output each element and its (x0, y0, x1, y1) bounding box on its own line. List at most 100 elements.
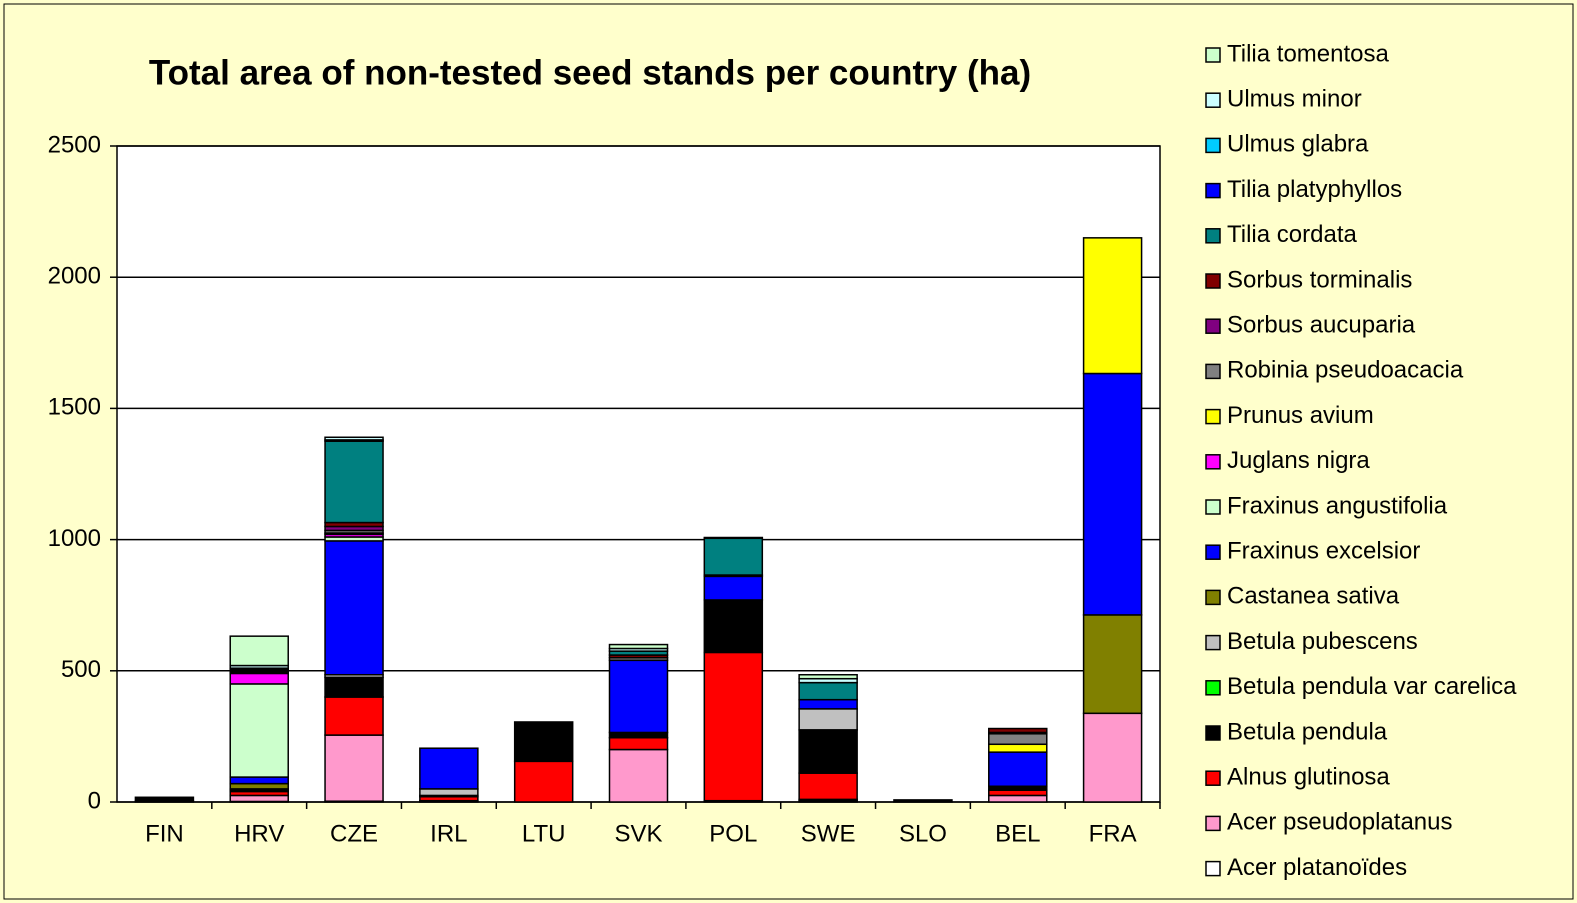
legend-swatch (1205, 544, 1221, 560)
legend-label: Robinia pseudoacacia (1227, 357, 1464, 384)
bar-segment (703, 536, 764, 540)
legend-swatch (1205, 92, 1221, 108)
bar-segment (988, 794, 1048, 803)
legend-label: Castanea sativa (1227, 583, 1400, 610)
legend-swatch (1205, 634, 1221, 651)
bar-segment (1082, 614, 1143, 715)
y-tick-label: 2000 (48, 263, 101, 290)
legend-swatch (1205, 770, 1221, 786)
bar-segment (703, 537, 764, 576)
legend-swatch (1205, 318, 1221, 334)
legend-label: Fraxinus angustifolia (1227, 492, 1448, 519)
bar-segment (229, 782, 289, 790)
legend-label: Acer platanoïdes (1227, 854, 1407, 881)
bar-segment (419, 788, 479, 797)
legend-swatch (1205, 273, 1221, 289)
legend-swatch (1205, 860, 1221, 877)
legend-label: Prunus avium (1227, 402, 1374, 429)
y-tick-label: 0 (88, 787, 101, 814)
bar-segment (229, 794, 289, 803)
bar-segment (798, 681, 858, 701)
bar-segment (324, 696, 384, 736)
bar-segment (1082, 712, 1143, 803)
legend-label: Betula pendula (1227, 718, 1388, 745)
legend-swatch (1205, 589, 1221, 606)
bar-segment (703, 599, 764, 654)
bar-segment (608, 736, 669, 751)
legend-label: Tilia tomentosa (1227, 40, 1390, 67)
bar-segment (988, 743, 1048, 753)
x-tick-label: LTU (522, 820, 566, 847)
bar-segment (703, 651, 764, 802)
x-tick-label: BEL (995, 820, 1040, 847)
y-tick-label: 500 (61, 656, 101, 683)
bar-segment (608, 731, 669, 739)
bar-segment (608, 643, 669, 650)
legend-label: Sorbus torminalis (1227, 266, 1412, 293)
legend-swatch (1205, 499, 1221, 515)
bar-segment (229, 776, 289, 785)
x-tick-label: SLO (899, 820, 947, 847)
x-tick-label: IRL (430, 820, 467, 847)
legend-label: Betula pendula var carelica (1227, 673, 1517, 700)
x-tick-label: SWE (801, 820, 856, 847)
bar-segment (229, 672, 289, 685)
bar-segment (324, 734, 384, 802)
bar-segment (324, 440, 384, 524)
legend-swatch (1205, 47, 1221, 63)
legend-swatch (1205, 137, 1221, 154)
bar-segment (608, 748, 669, 803)
bar-segment (229, 683, 289, 778)
y-tick-label: 2500 (48, 131, 101, 158)
legend-label: Alnus glutinosa (1227, 764, 1390, 791)
legend-swatch (1205, 363, 1221, 380)
bar-segment (988, 733, 1048, 746)
bar-segment (798, 729, 858, 774)
bar-segment (798, 673, 858, 680)
bar-segment (134, 796, 195, 802)
legend-label: Ulmus glabra (1227, 131, 1369, 158)
chart-title: Total area of non-tested seed stands per… (149, 53, 1031, 92)
x-tick-label: FIN (145, 820, 184, 847)
bar-segment (988, 727, 1048, 734)
bar-segment (988, 789, 1048, 797)
bar-segment (513, 721, 574, 763)
bar-segment (513, 760, 574, 803)
bar-segment (324, 540, 384, 676)
bar-segment (798, 772, 858, 801)
legend-swatch (1205, 454, 1221, 470)
legend-swatch (1205, 182, 1221, 199)
legend-label: Ulmus minor (1227, 86, 1362, 113)
legend-swatch (1205, 408, 1221, 425)
legend-swatch (1205, 815, 1221, 832)
legend-label: Fraxinus excelsior (1227, 538, 1420, 565)
bar-segment (608, 659, 669, 734)
legend-label: Acer pseudoplatanus (1227, 809, 1453, 836)
legend-label: Tilia cordata (1227, 221, 1357, 248)
bar-segment (798, 698, 858, 710)
x-tick-label: CZE (330, 820, 378, 847)
bar-segment (988, 751, 1048, 788)
y-tick-label: 1000 (48, 525, 101, 552)
legend-label: Sorbus aucuparia (1227, 312, 1416, 339)
legend-swatch (1205, 228, 1221, 244)
bar-segment (1082, 237, 1143, 375)
bar-segment (893, 799, 953, 803)
legend-label: Tilia platyphyllos (1227, 176, 1402, 203)
bar-segment (229, 635, 289, 667)
y-tick-label: 1500 (48, 394, 101, 421)
bar-segment (1082, 372, 1143, 616)
x-tick-label: SVK (614, 820, 662, 847)
legend-label: Juglans nigra (1227, 447, 1370, 474)
bar-segment (324, 436, 384, 441)
x-tick-label: HRV (234, 820, 284, 847)
bar-segment (419, 747, 479, 790)
bar-segment (703, 575, 764, 601)
legend-label: Betula pubescens (1227, 628, 1418, 655)
bar-segment (324, 676, 384, 698)
x-tick-label: FRA (1089, 820, 1137, 847)
legend-swatch (1205, 725, 1221, 741)
bar-segment (798, 708, 858, 731)
legend-swatch (1205, 680, 1221, 696)
